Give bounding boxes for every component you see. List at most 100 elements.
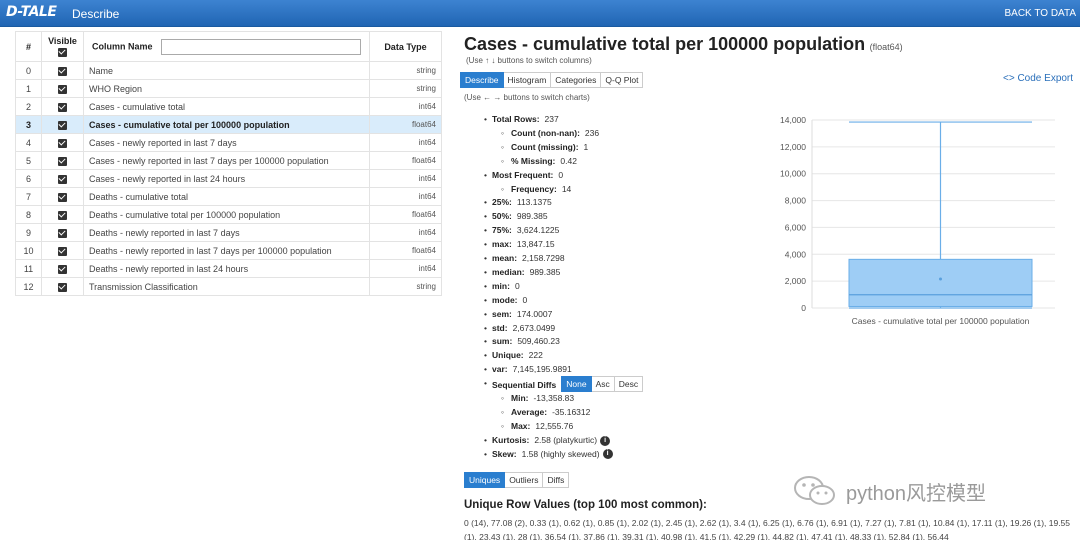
stat-label: Unique: [492, 350, 524, 361]
bullet-marker: • [484, 434, 487, 445]
visible-cell [41, 169, 84, 188]
table-row[interactable]: 3 Cases - cumulative total per 100000 pop… [15, 115, 442, 134]
table-row[interactable]: 7 Deaths - cumulative total int64 [15, 187, 442, 206]
tab-describe[interactable]: Describe [460, 72, 504, 88]
dtale-logo[interactable]: D-TALE [6, 4, 57, 20]
back-to-data-link[interactable]: BACK TO DATA [1004, 8, 1077, 19]
row-index: 0 [15, 61, 42, 80]
data-type-cell: float64 [369, 241, 442, 260]
diff-sort-desc-button[interactable]: Desc [614, 376, 644, 393]
table-row[interactable]: 2 Cases - cumulative total int64 [15, 97, 442, 116]
visible-checkbox[interactable] [58, 120, 67, 130]
visible-checkbox[interactable] [58, 264, 67, 274]
stat-value: 989.385 [516, 211, 548, 222]
stat-label: mode: [492, 294, 518, 305]
code-export-link[interactable]: <> Code Export [1003, 73, 1074, 84]
visible-checkbox[interactable] [58, 156, 67, 166]
row-index: 6 [15, 169, 42, 188]
visible-checkbox[interactable] [58, 102, 67, 112]
bullet-marker: • [484, 350, 487, 361]
tab-uniques[interactable]: Uniques [464, 472, 506, 488]
table-row[interactable]: 1 WHO Region string [15, 79, 442, 98]
table-row[interactable]: 5 Cases - newly reported in last 7 days p… [15, 151, 442, 170]
bullet-marker: • [484, 448, 487, 459]
column-name-cell[interactable]: Name [83, 61, 370, 80]
visible-checkbox[interactable] [58, 282, 67, 292]
columns-table: # Visible Column Name Data Type 0 Name str… [15, 31, 442, 296]
data-type-cell: float64 [369, 115, 442, 134]
stat-label: 50%: [492, 211, 512, 222]
data-type-cell: float64 [369, 151, 442, 170]
column-name-cell[interactable]: Cases - newly reported in last 24 hours [83, 169, 370, 188]
table-row[interactable]: 4 Cases - newly reported in last 7 days in… [15, 133, 442, 152]
column-name-cell[interactable]: Transmission Classification [83, 277, 370, 296]
column-name-cell[interactable]: Deaths - newly reported in last 7 days p… [83, 241, 370, 260]
visible-checkbox[interactable] [58, 66, 67, 76]
tab-outliers[interactable]: Outliers [505, 472, 544, 488]
column-name-cell[interactable]: Cases - newly reported in last 7 days [83, 133, 370, 152]
visible-checkbox[interactable] [58, 192, 67, 202]
info-icon[interactable]: i [600, 435, 611, 446]
stat-value: 0 [522, 294, 528, 305]
table-row[interactable]: 10 Deaths - newly reported in last 7 days… [15, 241, 442, 260]
tab-diffs[interactable]: Diffs [543, 472, 570, 488]
switch-charts-hint: (Use ← → buttons to switch charts) [464, 93, 590, 102]
data-type-cell: string [369, 79, 442, 98]
visible-checkbox[interactable] [58, 84, 67, 94]
stat-label: std: [492, 322, 508, 333]
column-filter-input[interactable] [161, 38, 362, 55]
table-row[interactable]: 8 Deaths - cumulative total per 100000 po… [15, 205, 442, 224]
info-icon[interactable]: i [602, 449, 613, 460]
row-index: 9 [15, 223, 42, 242]
stat-row: • Unique: 222 [484, 349, 543, 362]
stat-value: 222 [528, 350, 543, 361]
tab-categories[interactable]: Categories [551, 72, 602, 88]
stat-label: 75%: [492, 225, 512, 236]
visible-checkbox[interactable] [58, 210, 67, 220]
switch-columns-hint: (Use ↑ ↓ buttons to switch columns) [466, 56, 592, 65]
column-name-cell[interactable]: Cases - cumulative total per 100000 popu… [83, 115, 370, 134]
table-row[interactable]: 6 Cases - newly reported in last 24 hours… [15, 169, 442, 188]
table-row[interactable]: 11 Deaths - newly reported in last 24 hou… [15, 259, 442, 278]
stat-label: Frequency: [511, 183, 557, 194]
tab-q-q-plot[interactable]: Q-Q Plot [601, 72, 644, 88]
stat-row: • 75%: 3,624.1225 [484, 224, 560, 237]
stat-label: min: [492, 280, 510, 291]
stat-label: Max: [511, 420, 531, 431]
column-name-cell[interactable]: WHO Region [83, 79, 370, 98]
column-name-cell[interactable]: Deaths - cumulative total per 100000 pop… [83, 205, 370, 224]
iqr-box[interactable] [848, 258, 1033, 307]
bullet-marker: ◦ [501, 183, 505, 194]
tab-histogram[interactable]: Histogram [503, 72, 552, 88]
stat-value: 14 [561, 183, 572, 194]
column-name-cell[interactable]: Cases - cumulative total [83, 97, 370, 116]
select-all-checkbox[interactable] [58, 47, 67, 57]
column-name-cell[interactable]: Deaths - cumulative total [83, 187, 370, 206]
visible-checkbox[interactable] [58, 174, 67, 184]
stat-value: 3,624.1225 [516, 225, 560, 236]
stat-value: 237 [544, 114, 559, 124]
index-column-header: # [15, 31, 42, 62]
data-type-cell: string [369, 61, 442, 80]
column-name-cell[interactable]: Deaths - newly reported in last 7 days [83, 223, 370, 242]
table-row[interactable]: 9 Deaths - newly reported in last 7 days i… [15, 223, 442, 242]
column-name-cell[interactable]: Cases - newly reported in last 7 days pe… [83, 151, 370, 170]
visible-checkbox[interactable] [58, 246, 67, 256]
diff-sort-none-button[interactable]: None [561, 376, 592, 393]
stat-value: 1 [583, 141, 589, 152]
stat-label: Count (missing): [511, 141, 579, 152]
stat-label: median: [492, 266, 525, 277]
stat-label: max: [492, 239, 512, 250]
mean-marker [939, 277, 942, 281]
table-header-row: # Visible Column Name Data Type [15, 31, 442, 62]
table-row[interactable]: 0 Name string [15, 61, 442, 80]
y-tick-label: 14,000 [780, 115, 806, 125]
table-row[interactable]: 12 Transmission Classification string [15, 277, 442, 296]
diff-sort-asc-button[interactable]: Asc [591, 376, 615, 393]
visible-checkbox[interactable] [58, 138, 67, 148]
visible-checkbox[interactable] [58, 228, 67, 238]
stat-value: 174.0007 [516, 308, 553, 319]
column-name-cell[interactable]: Deaths - newly reported in last 24 hours [83, 259, 370, 278]
stat-value: -35.16312 [552, 407, 591, 417]
data-type-cell: int64 [369, 97, 442, 116]
